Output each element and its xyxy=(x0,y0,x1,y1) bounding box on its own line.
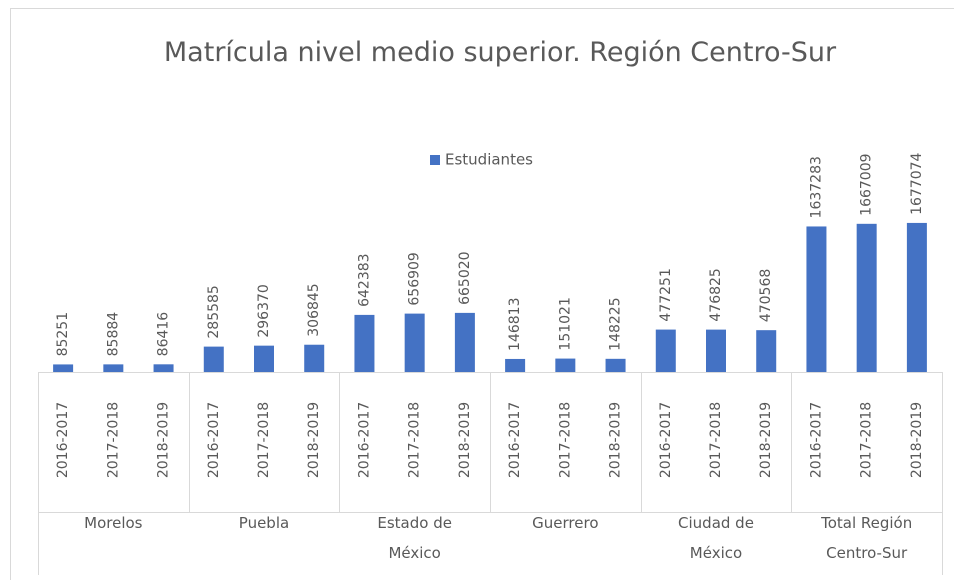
data-label: 470568 xyxy=(758,269,774,322)
bar xyxy=(505,358,526,372)
bar xyxy=(153,364,174,372)
data-label: 285585 xyxy=(206,285,222,338)
x-tick-label: 2018-2019 xyxy=(758,402,774,478)
data-label: 476825 xyxy=(708,268,724,321)
group-label: Guerrero xyxy=(532,514,599,532)
x-tick-label: 2018-2019 xyxy=(306,402,322,478)
x-tick-label: 2016-2017 xyxy=(658,402,674,478)
x-tick-label: 2016-2017 xyxy=(356,402,372,478)
x-tick-label: 2016-2017 xyxy=(55,402,71,478)
x-tick-label: 2018-2019 xyxy=(608,402,624,478)
chart-title: Matrícula nivel medio superior. Región C… xyxy=(163,37,837,68)
data-label: 85884 xyxy=(105,312,121,357)
x-tick-label: 2018-2019 xyxy=(457,402,473,478)
x-tick-label: 2018-2019 xyxy=(156,402,172,478)
bar xyxy=(706,329,726,372)
data-label: 86416 xyxy=(156,312,172,357)
chart-border xyxy=(10,8,954,580)
data-label: 656909 xyxy=(407,252,423,305)
group-label: Puebla xyxy=(238,514,290,532)
bar xyxy=(354,314,375,372)
data-label: 1667009 xyxy=(859,153,875,215)
x-tick-label: 2017-2018 xyxy=(105,402,121,478)
bar xyxy=(806,226,827,372)
data-label: 477251 xyxy=(658,268,674,321)
data-label: 1637283 xyxy=(808,156,824,218)
bar xyxy=(53,364,74,372)
x-tick-label: 2016-2017 xyxy=(507,402,523,478)
data-label: 306845 xyxy=(306,283,322,336)
bar xyxy=(254,345,274,372)
data-label: 665020 xyxy=(457,251,473,304)
x-tick-label: 2017-2018 xyxy=(407,402,423,478)
x-tick-label: 2017-2018 xyxy=(859,402,875,478)
group-label: Total Región Centro-Sur xyxy=(821,514,913,562)
bar xyxy=(304,344,325,372)
data-label: 151021 xyxy=(557,297,573,350)
bar xyxy=(555,358,576,372)
bar xyxy=(906,222,927,372)
group-label: Morelos xyxy=(84,514,143,532)
bar xyxy=(203,346,224,372)
bar xyxy=(454,312,475,372)
group-label: Ciudad de México xyxy=(678,514,754,562)
bar xyxy=(605,358,626,372)
x-tick-label: 2017-2018 xyxy=(557,402,573,478)
legend-swatch xyxy=(430,155,440,165)
data-label: 642383 xyxy=(356,253,372,306)
x-tick-label: 2017-2018 xyxy=(708,402,724,478)
data-label: 1677074 xyxy=(909,152,925,214)
legend-label: Estudiantes xyxy=(445,151,533,169)
data-label: 146813 xyxy=(507,297,523,350)
group-label: Estado de México xyxy=(377,514,452,562)
bar xyxy=(756,330,777,372)
bar xyxy=(404,313,425,372)
x-tick-label: 2018-2019 xyxy=(909,402,925,478)
data-label: 148225 xyxy=(608,297,624,350)
bar xyxy=(103,364,124,372)
x-tick-label: 2016-2017 xyxy=(808,402,824,478)
bar xyxy=(655,329,676,372)
data-label: 85251 xyxy=(55,312,71,357)
x-tick-label: 2016-2017 xyxy=(206,402,222,478)
bar xyxy=(856,223,877,372)
data-label: 296370 xyxy=(256,284,272,337)
x-tick-label: 2017-2018 xyxy=(256,402,272,478)
